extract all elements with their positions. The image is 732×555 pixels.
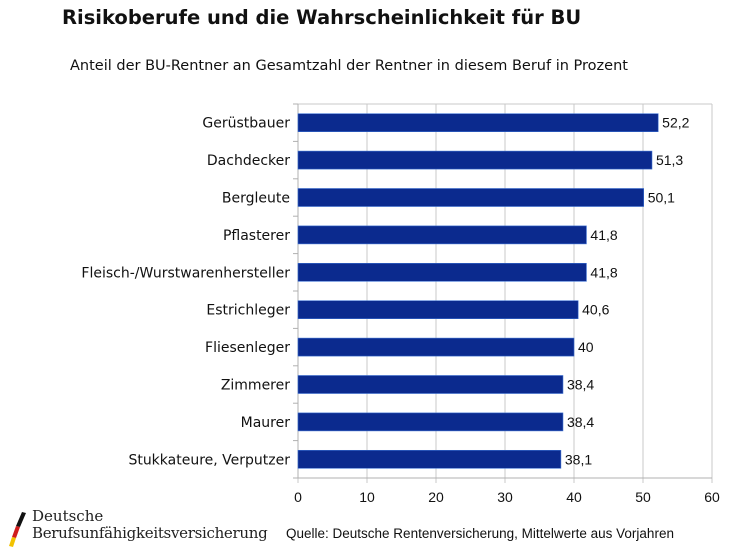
value-label: 52,2 [662, 115, 689, 131]
bar [297, 225, 587, 245]
category-label: Fliesenleger [205, 340, 290, 356]
category-label: Zimmerer [221, 378, 290, 394]
value-label: 38,4 [567, 414, 594, 430]
bar-chart: Gerüstbauer Dachdecker Bergleute Pflasterer… [81, 103, 720, 505]
value-labels: 52,2 51,3 50,1 41,8 41,8 40,6 40 38,4 38,4 38,1 [565, 115, 690, 468]
value-label: 41,8 [590, 227, 617, 243]
x-axis-ticks: 0 10 20 30 40 50 60 [294, 489, 720, 505]
logo-line-2: Berufsunfähigkeitsversicherung [32, 524, 268, 542]
bar [297, 337, 575, 357]
value-label: 51,3 [656, 152, 683, 168]
x-tick-label: 0 [294, 489, 302, 505]
bar [297, 188, 644, 207]
category-label: Maurer [241, 415, 291, 431]
bar [297, 375, 564, 394]
category-label: Stukkateure, Verputzer [128, 452, 290, 468]
source-note: Quelle: Deutsche Rentenversicherung, Mit… [286, 526, 674, 541]
category-label: Dachdecker [207, 153, 290, 169]
chart-subtitle: Anteil der BU-Rentner an Gesamtzahl der … [70, 58, 628, 74]
x-tick-label: 20 [428, 489, 444, 505]
category-label: Bergleute [222, 191, 290, 207]
category-label: Gerüstbauer [202, 116, 290, 132]
value-label: 40 [578, 339, 594, 355]
bar [297, 412, 564, 432]
bar [297, 113, 659, 132]
company-logo: Deutsche Berufsunfähigkeitsversicherung [8, 508, 278, 548]
x-tick-label: 30 [497, 489, 513, 505]
logo-line-1: Deutsche [32, 507, 104, 525]
chart-title: Risikoberufe und die Wahrscheinlichkeit … [62, 6, 582, 29]
category-label: Pflasterer [223, 228, 290, 244]
bar [297, 449, 562, 469]
flag-stripe-icon [9, 512, 26, 547]
x-tick-label: 40 [566, 489, 582, 505]
bar [297, 150, 653, 170]
value-label: 41,8 [590, 264, 617, 280]
value-label: 38,4 [567, 377, 594, 393]
x-tick-label: 50 [635, 489, 651, 505]
category-label: Fleisch-/Wurstwarenhersteller [81, 265, 290, 281]
value-label: 50,1 [648, 190, 675, 206]
bar [297, 262, 587, 282]
value-label: 40,6 [582, 302, 609, 318]
value-label: 38,1 [565, 451, 592, 467]
x-tick-label: 60 [704, 489, 720, 505]
category-label: Estrichleger [206, 303, 290, 319]
bars [297, 113, 659, 469]
category-labels: Gerüstbauer Dachdecker Bergleute Pflasterer… [81, 116, 290, 469]
bar [297, 300, 579, 320]
x-tick-label: 10 [359, 489, 375, 505]
